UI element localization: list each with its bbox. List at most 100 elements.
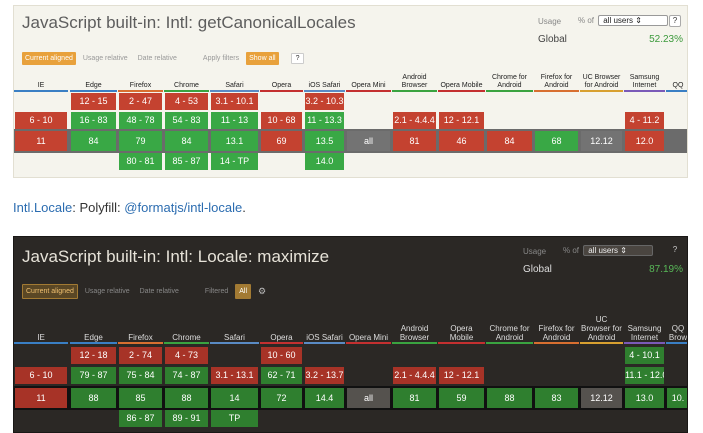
version-cell[interactable]: 54 - 83 bbox=[165, 112, 208, 129]
version-cell[interactable]: 83 bbox=[535, 388, 578, 408]
version-cell[interactable]: 80 - 81 bbox=[119, 153, 162, 170]
usage-relative-button[interactable]: Usage relative bbox=[84, 288, 130, 295]
version-cell[interactable]: 88 bbox=[487, 388, 532, 408]
version-cell[interactable]: 11 - 13.3 bbox=[305, 112, 344, 129]
version-cell[interactable]: 4 - 10.1 bbox=[625, 347, 664, 364]
version-cell[interactable]: 3.1 - 13.1 bbox=[211, 367, 258, 384]
browser-header: UC Browser for Android bbox=[580, 71, 623, 92]
browser-header: Opera bbox=[260, 71, 303, 92]
version-cell[interactable]: 12.12 bbox=[581, 388, 622, 408]
version-cell[interactable]: 74 - 87 bbox=[165, 367, 208, 384]
version-cell[interactable]: 12 - 15 bbox=[71, 93, 116, 110]
browser-header: Android Browser bbox=[392, 71, 437, 92]
version-cell[interactable]: 10. bbox=[667, 388, 687, 408]
version-cell[interactable]: 88 bbox=[71, 388, 116, 408]
version-cell[interactable]: 3.2 - 13.7 bbox=[305, 367, 344, 384]
usage-relative-button[interactable]: Usage relative bbox=[82, 55, 128, 62]
version-cell[interactable]: 11 bbox=[15, 131, 67, 151]
usage-panel: Usage % of all users ⇕ ? Global 87.19% bbox=[523, 245, 683, 287]
version-cell[interactable]: all bbox=[347, 131, 390, 151]
version-cell[interactable]: 2.1 - 4.4.4 bbox=[393, 112, 436, 129]
version-cell[interactable]: 4 - 73 bbox=[165, 347, 208, 364]
browser-header: Samsung Internet bbox=[624, 310, 665, 344]
help-button[interactable]: ? bbox=[672, 245, 678, 254]
version-cell[interactable]: 14.4 bbox=[305, 388, 344, 408]
version-cell[interactable]: 84 bbox=[487, 131, 532, 151]
version-cell[interactable]: 84 bbox=[71, 131, 116, 151]
version-cell[interactable]: 13.0 bbox=[625, 388, 664, 408]
date-relative-button[interactable]: Date relative bbox=[137, 55, 177, 62]
version-cell[interactable]: 81 bbox=[393, 388, 436, 408]
browser-header: Chrome for Android bbox=[486, 310, 533, 344]
version-cell[interactable]: 85 - 87 bbox=[165, 153, 208, 170]
view-toolbar: Current aligned Usage relative Date rela… bbox=[22, 52, 305, 65]
help-button[interactable]: ? bbox=[669, 15, 681, 27]
version-cell[interactable]: 4 - 53 bbox=[165, 93, 208, 110]
version-cell[interactable]: 10 - 68 bbox=[261, 112, 302, 129]
version-cell[interactable]: 12.12 bbox=[581, 131, 622, 151]
version-cell[interactable]: 11 bbox=[15, 388, 67, 408]
version-cell[interactable]: 75 - 84 bbox=[119, 367, 162, 384]
period: . bbox=[242, 200, 246, 215]
version-cell[interactable]: 4 - 11.2 bbox=[625, 112, 664, 129]
usage-pct-label: % of bbox=[563, 246, 580, 255]
version-cell[interactable]: 79 - 87 bbox=[71, 367, 116, 384]
users-select[interactable]: all users ⇕ bbox=[583, 245, 654, 256]
version-cell[interactable]: 84 bbox=[165, 131, 208, 151]
version-cell[interactable]: 11 - 13 bbox=[211, 112, 258, 129]
version-cell[interactable]: 2 - 47 bbox=[119, 93, 162, 110]
version-cell[interactable]: 86 - 87 bbox=[119, 410, 162, 427]
version-cell[interactable]: 12 - 18 bbox=[71, 347, 116, 364]
users-select[interactable]: all users ⇕ bbox=[598, 15, 669, 26]
browser-header: Safari bbox=[210, 71, 259, 92]
view-toolbar: Current aligned Usage relative Date rela… bbox=[22, 284, 269, 299]
version-cell[interactable]: 89 - 91 bbox=[165, 410, 208, 427]
version-cell[interactable]: 59 bbox=[439, 388, 484, 408]
toolbar-help-button[interactable]: ? bbox=[290, 53, 305, 64]
show-all-button[interactable]: Show all bbox=[246, 52, 279, 65]
version-cell[interactable]: 13.1 bbox=[211, 131, 258, 151]
version-cell[interactable]: all bbox=[347, 388, 390, 408]
version-cell[interactable]: 2 - 74 bbox=[119, 347, 162, 364]
date-relative-button[interactable]: Date relative bbox=[139, 288, 179, 295]
gear-icon[interactable]: ⚙ bbox=[258, 286, 267, 296]
browser-header: Firefox for Android bbox=[534, 310, 579, 344]
version-cell[interactable]: 3.1 - 10.1 bbox=[211, 93, 258, 110]
current-aligned-button[interactable]: Current aligned bbox=[22, 52, 76, 65]
version-cell[interactable]: 13.5 bbox=[305, 131, 344, 151]
version-cell[interactable]: 69 bbox=[261, 131, 302, 151]
version-cell[interactable]: 12 - 12.1 bbox=[439, 112, 484, 129]
version-cell[interactable]: 46 bbox=[439, 131, 484, 151]
version-cell[interactable]: 12.0 bbox=[625, 131, 664, 151]
version-cell[interactable]: 6 - 10 bbox=[15, 112, 67, 129]
version-cell[interactable]: 85 bbox=[119, 388, 162, 408]
version-cell[interactable]: 62 - 71 bbox=[261, 367, 302, 384]
version-cell[interactable]: 14 bbox=[211, 388, 258, 408]
version-cell[interactable]: 88 bbox=[165, 388, 208, 408]
intl-locale-link[interactable]: Intl.Locale bbox=[13, 200, 73, 215]
all-button[interactable]: All bbox=[235, 284, 252, 299]
version-cell[interactable]: 79 bbox=[119, 131, 162, 151]
version-cell[interactable]: 3.2 - 10.3 bbox=[305, 93, 344, 110]
version-cell[interactable]: 11.1 - 12.0 bbox=[625, 367, 664, 384]
polyfill-link[interactable]: @formatjs/intl-locale bbox=[124, 200, 243, 215]
browser-header: QQ Brow bbox=[666, 310, 687, 344]
browser-header: Chrome for Android bbox=[486, 71, 533, 92]
users-select-value: all users bbox=[603, 16, 634, 25]
version-cell[interactable]: 72 bbox=[261, 388, 302, 408]
apply-filters-button[interactable]: Apply filters bbox=[202, 55, 240, 62]
current-aligned-button[interactable]: Current aligned bbox=[22, 284, 78, 299]
filtered-button[interactable]: Filtered bbox=[204, 288, 229, 295]
version-cell[interactable]: 10 - 60 bbox=[261, 347, 302, 364]
version-cell[interactable]: 48 - 78 bbox=[119, 112, 162, 129]
version-cell[interactable]: 16 - 83 bbox=[71, 112, 116, 129]
version-cell[interactable]: 2.1 - 4.4.4 bbox=[393, 367, 436, 384]
version-cell[interactable]: TP bbox=[211, 410, 258, 427]
version-cell[interactable]: 6 - 10 bbox=[15, 367, 67, 384]
version-cell[interactable]: 14 - TP bbox=[211, 153, 258, 170]
version-cell[interactable]: 68 bbox=[535, 131, 578, 151]
version-cell[interactable]: 14.0 bbox=[305, 153, 344, 170]
version-cell[interactable]: 81 bbox=[393, 131, 436, 151]
global-value: 52.23% bbox=[649, 34, 683, 45]
version-cell[interactable]: 12 - 12.1 bbox=[439, 367, 484, 384]
